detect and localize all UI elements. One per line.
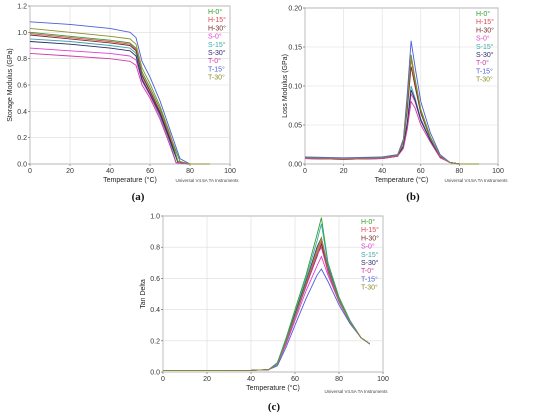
series-line-8 <box>163 236 371 371</box>
legend-entry: T-30° <box>476 76 493 84</box>
y-tick-label: 0.15 <box>288 45 302 52</box>
x-tick-label: 0 <box>28 168 32 175</box>
x-tick-label: 80 <box>335 376 343 383</box>
legend-entry: T-15° <box>476 67 493 75</box>
legend-entry: T-30° <box>361 284 378 292</box>
legend-entry: S-15° <box>476 43 494 51</box>
series-line-8 <box>29 27 210 165</box>
y-tick-label: 1.0 <box>17 30 27 37</box>
legend-entry: S-0° <box>208 33 222 41</box>
y-tick-label: 0.05 <box>288 123 302 130</box>
instrument-footer: Universal V4.5A TA Instruments <box>324 389 388 394</box>
y-tick-label: 0.6 <box>17 83 27 90</box>
series-line-6 <box>29 52 210 165</box>
panel-label: (c) <box>268 401 281 413</box>
x-tick-label: 100 <box>224 168 236 175</box>
x-tick-label: 20 <box>66 168 74 175</box>
x-tick-label: 80 <box>456 168 464 175</box>
series-line-8 <box>304 56 479 165</box>
x-tick-label: 0 <box>303 168 307 175</box>
panel-label: (a) <box>132 191 145 203</box>
legend-entry: S-0° <box>361 243 375 251</box>
legend-entry: S-30° <box>476 51 494 59</box>
instrument-footer: Universal V4.5A TA Instruments <box>444 178 508 183</box>
legend-entry: S-15° <box>361 251 379 259</box>
legend-entry: H-15° <box>361 226 379 234</box>
legend-entry: H-30° <box>208 24 226 32</box>
x-tick-label: 100 <box>377 376 389 383</box>
panel-a-storage-modulus-chart: 0 20 40 60 80 100 0.0 0.2 0.4 0.6 0.8 1.0 1.2 H-0°H-1… <box>7 4 239 204</box>
legend-entry: S-30° <box>208 49 226 57</box>
legend-entry: T-15° <box>208 65 225 73</box>
x-tick-label: 20 <box>203 376 211 383</box>
x-tick-label: 100 <box>492 168 504 175</box>
legend-entry: H-15° <box>208 16 226 24</box>
legend-entry: S-15° <box>208 41 226 49</box>
y-tick-label: 1.0 <box>150 214 160 221</box>
y-axis-label: Storage Modulus (GPa) <box>7 48 14 122</box>
y-tick-label: 0.10 <box>288 84 302 91</box>
x-axis-label: Temperature (°C) <box>246 384 300 392</box>
instrument-footer: Universal V4.5A TA Instruments <box>175 178 239 183</box>
y-tick-label: 0.8 <box>17 56 27 63</box>
y-tick-label: 0.00 <box>288 162 302 169</box>
x-tick-label: 40 <box>378 168 386 175</box>
y-tick-label: 0.20 <box>288 6 302 13</box>
legend-entry: H-0° <box>361 218 375 226</box>
y-tick-label: 0.8 <box>150 245 160 252</box>
legend-entry: H-0° <box>208 8 222 16</box>
legend-entry: T-0° <box>476 59 489 67</box>
y-tick-label: 0.0 <box>17 162 27 169</box>
legend-entry: H-30° <box>361 234 379 242</box>
y-tick-label: 0.4 <box>150 307 160 314</box>
y-tick-label: 1.2 <box>17 4 27 11</box>
y-axis-label: Loss Modulus (GPa) <box>282 54 289 118</box>
y-tick-label: 0.0 <box>150 370 160 377</box>
x-tick-label: 20 <box>340 168 348 175</box>
legend-entry: H-15° <box>476 18 494 26</box>
legend-entry: H-30° <box>476 26 494 34</box>
x-tick-label: 40 <box>106 168 114 175</box>
x-tick-label: 60 <box>146 168 154 175</box>
y-tick-label: 0.6 <box>150 276 160 283</box>
x-tick-label: 80 <box>186 168 194 175</box>
legend-entry: T-15° <box>361 275 378 283</box>
legend-entry: T-0° <box>208 57 221 65</box>
x-tick-label: 60 <box>417 168 425 175</box>
x-tick-label: 60 <box>291 376 299 383</box>
x-axis-label: Temperature (°C) <box>103 176 157 184</box>
y-axis-label: Tan Delta <box>140 279 147 309</box>
legend-entry: T-30° <box>208 74 225 82</box>
panel-label: (b) <box>406 191 420 203</box>
y-tick-label: 0.2 <box>17 135 27 142</box>
legend-entry: S-0° <box>476 35 490 43</box>
legend-entry: S-30° <box>361 259 379 267</box>
panel-b-loss-modulus-chart: 0 20 40 60 80 100 0.00 0.05 0.10 0.15 0.20 H-0°H-15… <box>282 6 508 204</box>
x-tick-label: 40 <box>247 376 255 383</box>
legend-entry: H-0° <box>476 10 490 18</box>
series-line-7 <box>29 21 210 165</box>
panel-c-tan-delta-chart: 0 20 40 60 80 100 0.0 0.2 0.4 0.6 0.8 1.0 H-0°H-15°H… <box>140 214 389 413</box>
plot-area <box>162 215 384 373</box>
x-axis-label: Temperature (°C) <box>375 176 429 184</box>
y-tick-label: 0.2 <box>150 338 160 345</box>
y-tick-label: 0.4 <box>17 109 27 116</box>
legend-entry: T-0° <box>361 267 374 275</box>
x-tick-label: 0 <box>161 376 165 383</box>
